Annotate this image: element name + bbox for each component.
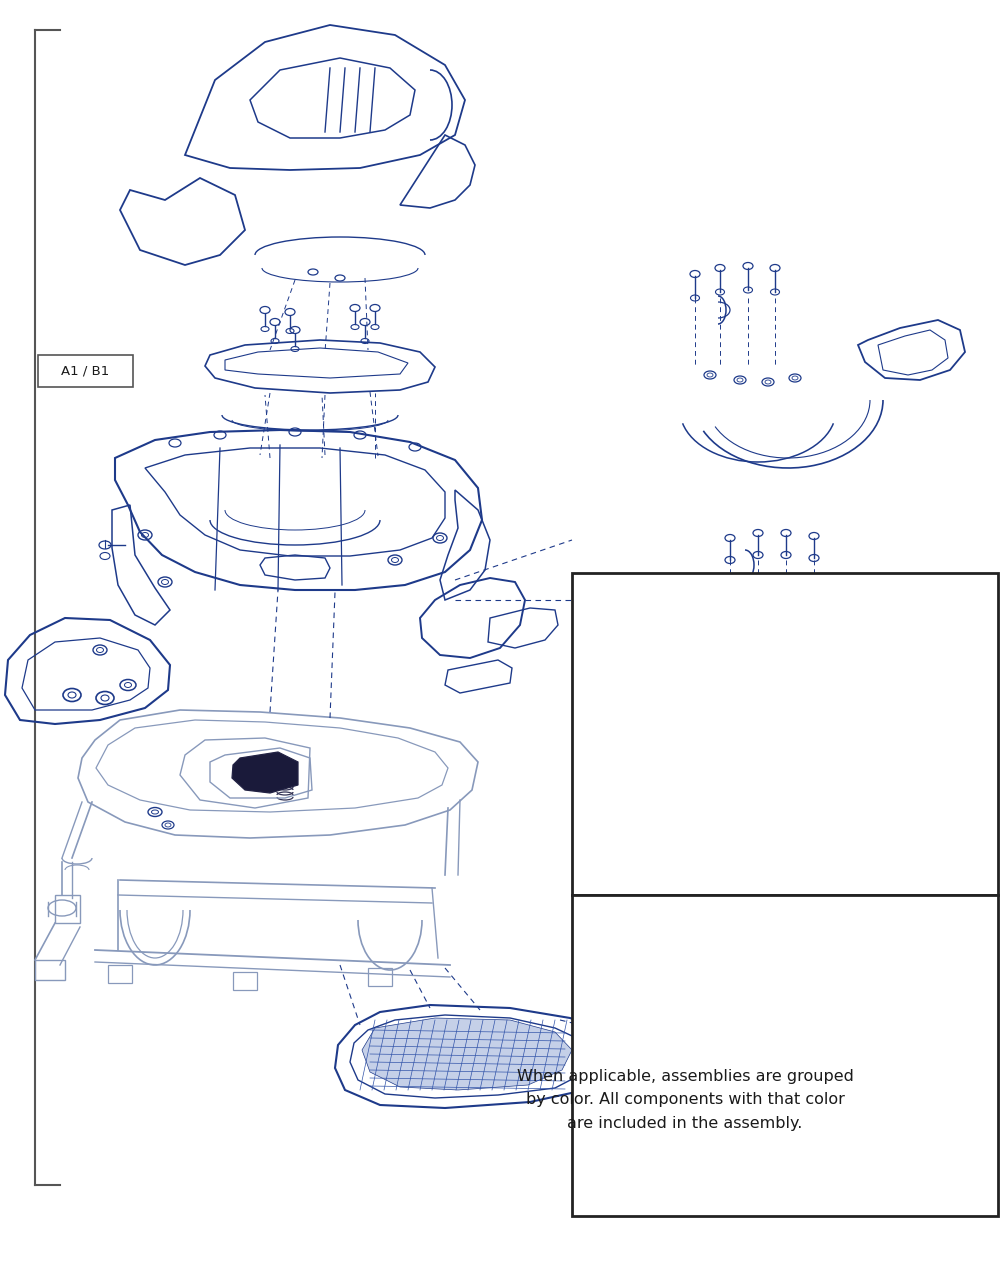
Text: A1 / B1: A1 / B1	[61, 365, 109, 378]
Bar	[38, 355, 133, 386]
Bar	[572, 573, 998, 895]
Polygon shape	[362, 1017, 572, 1090]
Bar	[368, 968, 392, 986]
Bar	[35, 960, 65, 979]
Bar	[108, 965, 132, 983]
Polygon shape	[232, 753, 298, 793]
Bar	[233, 972, 257, 990]
Bar	[572, 895, 998, 1216]
Text: When applicable, assemblies are grouped
by color. All components with that color: When applicable, assemblies are grouped …	[517, 1069, 853, 1130]
Bar	[55, 895, 80, 922]
